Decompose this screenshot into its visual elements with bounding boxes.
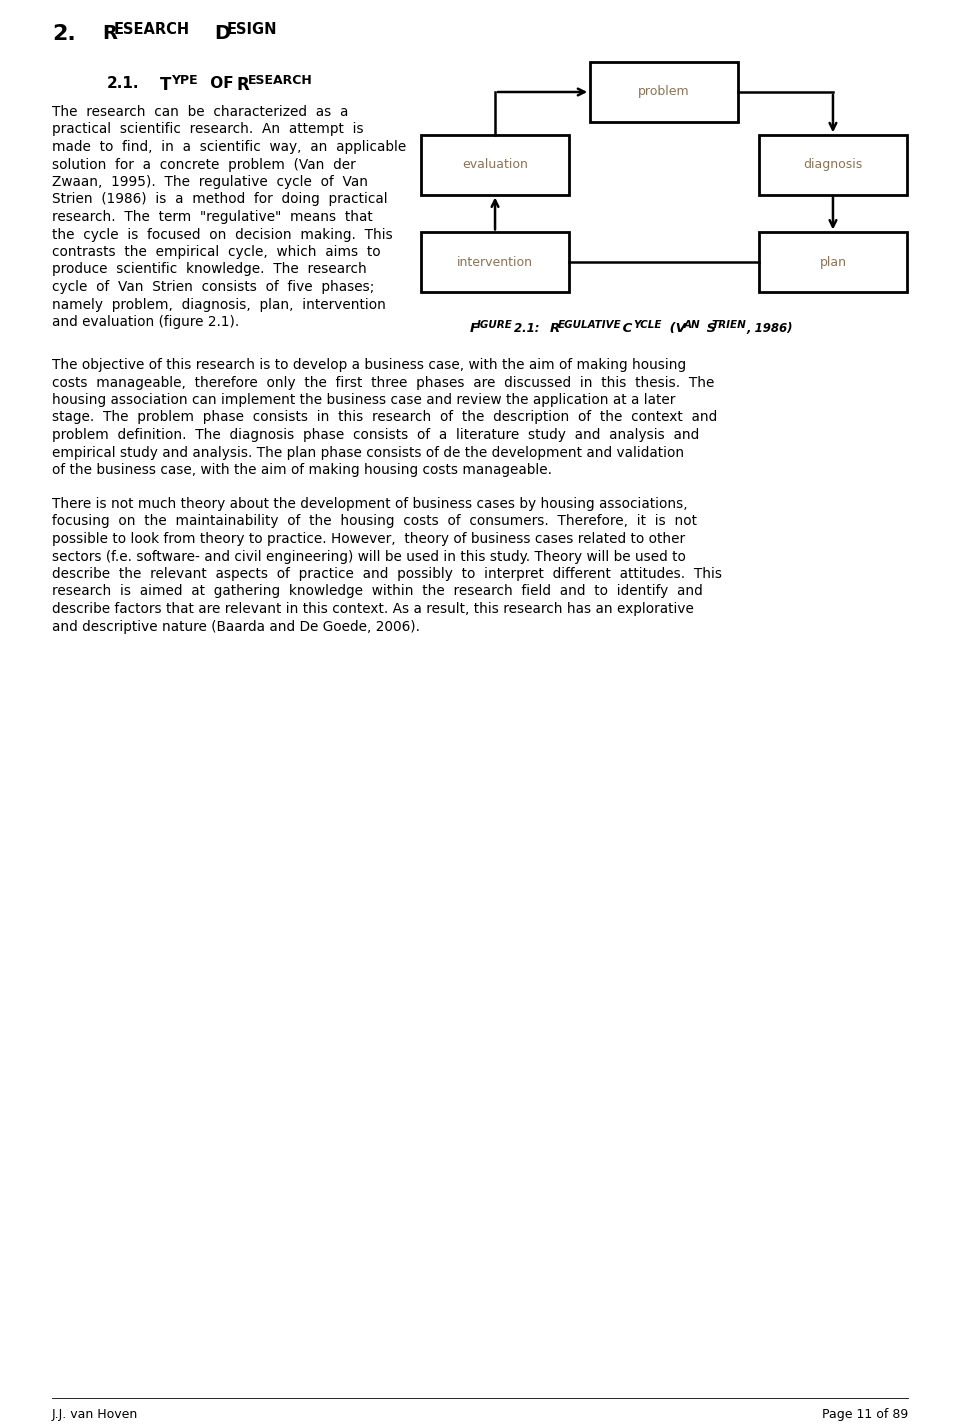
- Text: problem: problem: [638, 86, 690, 99]
- Text: F: F: [470, 321, 479, 336]
- Text: ESEARCH: ESEARCH: [114, 21, 190, 37]
- Text: evaluation: evaluation: [462, 159, 528, 171]
- Text: namely  problem,  diagnosis,  plan,  intervention: namely problem, diagnosis, plan, interve…: [52, 297, 386, 311]
- Text: TRIEN: TRIEN: [712, 320, 747, 330]
- Text: Page 11 of 89: Page 11 of 89: [822, 1408, 908, 1421]
- Text: YPE: YPE: [171, 74, 198, 87]
- Text: of the business case, with the aim of making housing costs manageable.: of the business case, with the aim of ma…: [52, 463, 552, 477]
- FancyBboxPatch shape: [421, 233, 569, 291]
- Text: research  is  aimed  at  gathering  knowledge  within  the  research  field  and: research is aimed at gathering knowledge…: [52, 584, 703, 598]
- Text: the  cycle  is  focused  on  decision  making.  This: the cycle is focused on decision making.…: [52, 227, 393, 241]
- Text: 2.1:: 2.1:: [514, 321, 543, 336]
- FancyBboxPatch shape: [590, 63, 738, 121]
- Text: contrasts  the  empirical  cycle,  which  aims  to: contrasts the empirical cycle, which aim…: [52, 246, 380, 258]
- FancyBboxPatch shape: [759, 233, 907, 291]
- Text: 2.: 2.: [52, 24, 76, 44]
- Text: possible to look from theory to practice. However,  theory of business cases rel: possible to look from theory to practice…: [52, 533, 685, 545]
- Text: S: S: [702, 321, 716, 336]
- Text: describe factors that are relevant in this context. As a result, this research h: describe factors that are relevant in th…: [52, 603, 694, 615]
- Text: ESEARCH: ESEARCH: [248, 74, 313, 87]
- Text: R: R: [550, 321, 561, 336]
- Text: stage.  The  problem  phase  consists  in  this  research  of  the  description : stage. The problem phase consists in thi…: [52, 410, 717, 424]
- Text: IGURE: IGURE: [477, 320, 513, 330]
- Text: diagnosis: diagnosis: [804, 159, 863, 171]
- FancyBboxPatch shape: [421, 136, 569, 194]
- Text: problem  definition.  The  diagnosis  phase  consists  of  a  literature  study : problem definition. The diagnosis phase …: [52, 428, 699, 443]
- Text: and descriptive nature (Baarda and De Goede, 2006).: and descriptive nature (Baarda and De Go…: [52, 620, 420, 634]
- Text: focusing  on  the  maintainability  of  the  housing  costs  of  consumers.  The: focusing on the maintainability of the h…: [52, 514, 697, 528]
- Text: The objective of this research is to develop a business case, with the aim of ma: The objective of this research is to dev…: [52, 358, 686, 373]
- Text: intervention: intervention: [457, 256, 533, 268]
- Text: made  to  find,  in  a  scientific  way,  an  applicable: made to find, in a scientific way, an ap…: [52, 140, 406, 154]
- FancyBboxPatch shape: [759, 136, 907, 194]
- Text: 2.1.: 2.1.: [107, 76, 139, 91]
- Text: (V: (V: [665, 321, 685, 336]
- Text: The  research  can  be  characterized  as  a: The research can be characterized as a: [52, 106, 348, 119]
- Text: OF: OF: [205, 76, 239, 91]
- Text: , 1986): , 1986): [746, 321, 793, 336]
- Text: plan: plan: [820, 256, 847, 268]
- Text: describe  the  relevant  aspects  of  practice  and  possibly  to  interpret  di: describe the relevant aspects of practic…: [52, 567, 722, 581]
- Text: AN: AN: [684, 320, 701, 330]
- Text: and evaluation (figure 2.1).: and evaluation (figure 2.1).: [52, 316, 239, 328]
- Text: EGULATIVE: EGULATIVE: [558, 320, 622, 330]
- Text: solution  for  a  concrete  problem  (Van  der: solution for a concrete problem (Van der: [52, 157, 356, 171]
- Text: R: R: [237, 76, 250, 94]
- Text: J.J. van Hoven: J.J. van Hoven: [52, 1408, 138, 1421]
- Text: YCLE: YCLE: [633, 320, 661, 330]
- Text: housing association can implement the business case and review the application a: housing association can implement the bu…: [52, 393, 676, 407]
- Text: Strien  (1986)  is  a  method  for  doing  practical: Strien (1986) is a method for doing prac…: [52, 193, 388, 207]
- Text: research.  The  term  "regulative"  means  that: research. The term "regulative" means th…: [52, 210, 372, 224]
- Text: sectors (f.e. software- and civil engineering) will be used in this study. Theor: sectors (f.e. software- and civil engine…: [52, 550, 685, 564]
- Text: cycle  of  Van  Strien  consists  of  five  phases;: cycle of Van Strien consists of five pha…: [52, 280, 374, 294]
- Text: There is not much theory about the development of business cases by housing asso: There is not much theory about the devel…: [52, 497, 687, 511]
- Text: R: R: [102, 24, 117, 43]
- Text: T: T: [160, 76, 172, 94]
- Text: C: C: [618, 321, 633, 336]
- Text: costs  manageable,  therefore  only  the  first  three  phases  are  discussed  : costs manageable, therefore only the fir…: [52, 376, 714, 390]
- Text: Zwaan,  1995).  The  regulative  cycle  of  Van: Zwaan, 1995). The regulative cycle of Va…: [52, 176, 368, 188]
- Text: empirical study and analysis. The plan phase consists of de the development and : empirical study and analysis. The plan p…: [52, 446, 684, 460]
- Text: produce  scientific  knowledge.  The  research: produce scientific knowledge. The resear…: [52, 263, 367, 277]
- Text: practical  scientific  research.  An  attempt  is: practical scientific research. An attemp…: [52, 123, 364, 137]
- Text: ESIGN: ESIGN: [227, 21, 277, 37]
- Text: D: D: [214, 24, 230, 43]
